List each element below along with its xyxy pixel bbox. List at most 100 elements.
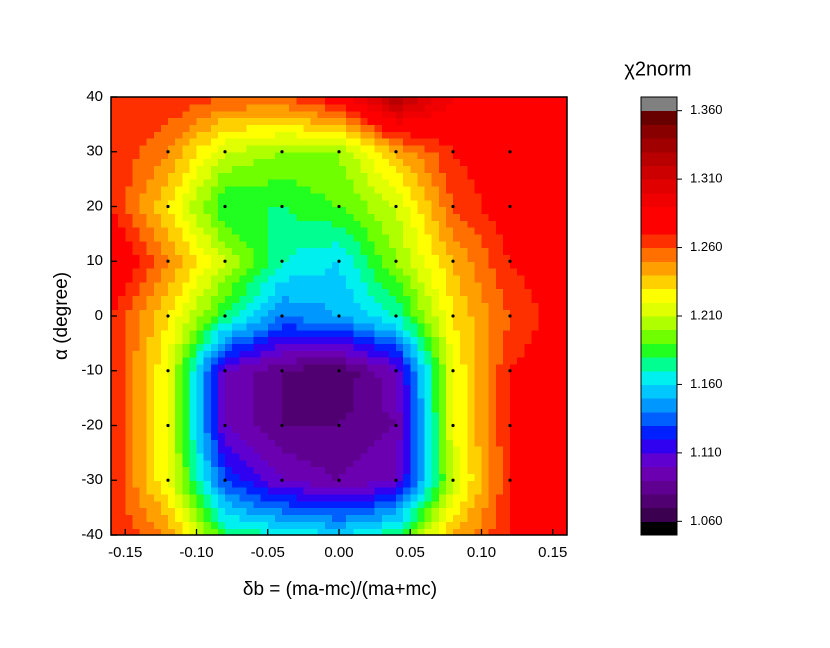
contour-cell bbox=[225, 316, 233, 324]
contour-cell bbox=[545, 172, 554, 180]
contour-cell bbox=[410, 316, 418, 324]
contour-cell bbox=[296, 131, 304, 139]
contour-cell bbox=[453, 473, 461, 481]
contour-cell bbox=[289, 391, 297, 399]
contour-cell bbox=[339, 172, 347, 180]
contour-cell bbox=[232, 97, 240, 105]
contour-cell bbox=[274, 357, 283, 365]
contour-cell bbox=[488, 247, 497, 256]
contour-cell bbox=[310, 466, 319, 475]
contour-cell bbox=[153, 179, 162, 187]
contour-cell bbox=[282, 357, 290, 365]
contour-cell bbox=[410, 350, 418, 358]
contour-cell bbox=[296, 233, 304, 242]
contour-cell bbox=[274, 493, 283, 502]
contour-cell bbox=[388, 295, 397, 303]
contour-cell bbox=[424, 418, 433, 427]
contour-cell bbox=[111, 302, 119, 310]
contour-cell bbox=[552, 288, 561, 297]
contour-cell bbox=[146, 295, 155, 303]
contour-cell bbox=[367, 227, 376, 235]
colorbar-band bbox=[641, 247, 677, 262]
contour-cell bbox=[396, 425, 404, 433]
contour-cell bbox=[139, 500, 148, 509]
contour-cell bbox=[474, 363, 483, 372]
contour-cell bbox=[168, 459, 176, 468]
contour-cell bbox=[474, 377, 483, 386]
contour-cell bbox=[524, 377, 532, 386]
contour-cell bbox=[203, 528, 212, 536]
contour-cell bbox=[410, 425, 418, 433]
contour-cell bbox=[210, 473, 219, 481]
contour-cell bbox=[274, 124, 283, 132]
contour-cell bbox=[132, 459, 141, 468]
contour-cell bbox=[246, 425, 255, 433]
contour-cell bbox=[282, 322, 290, 331]
contour-cell bbox=[531, 206, 540, 214]
contour-cell bbox=[317, 288, 326, 297]
contour-cell bbox=[189, 192, 198, 201]
contour-cell bbox=[381, 411, 390, 420]
contour-cell bbox=[495, 466, 504, 475]
contour-cell bbox=[203, 446, 212, 454]
contour-cell bbox=[367, 411, 376, 420]
contour-cell bbox=[153, 370, 162, 379]
contour-cell bbox=[182, 247, 190, 256]
contour-cell bbox=[289, 370, 297, 379]
contour-cell bbox=[111, 363, 119, 372]
contour-cell bbox=[531, 97, 540, 105]
contour-cell bbox=[510, 261, 518, 269]
contour-cell bbox=[559, 411, 568, 420]
contour-cell bbox=[502, 343, 511, 351]
contour-cell bbox=[118, 343, 126, 351]
contour-cell bbox=[445, 165, 454, 173]
contour-cell bbox=[196, 281, 205, 290]
contour-cell bbox=[146, 370, 155, 379]
contour-cell bbox=[146, 343, 155, 351]
contour-cell bbox=[324, 131, 333, 139]
contour-cell bbox=[303, 206, 312, 214]
contour-cell bbox=[196, 124, 205, 132]
contour-cell bbox=[210, 199, 219, 208]
contour-cell bbox=[225, 404, 233, 413]
contour-cell bbox=[374, 500, 383, 509]
contour-cell bbox=[153, 384, 162, 392]
contour-cell bbox=[296, 329, 304, 338]
contour-cell bbox=[495, 493, 504, 502]
contour-cell bbox=[339, 377, 347, 386]
contour-cell bbox=[388, 446, 397, 454]
contour-cell bbox=[552, 493, 561, 502]
contour-cell bbox=[396, 185, 404, 194]
contour-cell bbox=[374, 151, 383, 160]
contour-cell bbox=[410, 377, 418, 386]
contour-cell bbox=[153, 439, 162, 447]
contour-cell bbox=[282, 220, 290, 228]
contour-cell bbox=[146, 357, 155, 365]
contour-cell bbox=[239, 213, 247, 221]
x-tick-label: -0.10 bbox=[179, 544, 213, 561]
contour-cell bbox=[538, 254, 547, 262]
colorbar-band bbox=[641, 329, 677, 344]
contour-cell bbox=[146, 446, 155, 454]
contour-cell bbox=[160, 452, 169, 461]
contour-cell bbox=[346, 199, 354, 208]
contour-cell bbox=[559, 316, 568, 324]
contour-cell bbox=[139, 192, 148, 201]
contour-cell bbox=[239, 117, 247, 125]
contour-cell bbox=[239, 281, 247, 290]
contour-cell bbox=[246, 233, 255, 242]
colorbar-band bbox=[641, 343, 677, 358]
contour-cell bbox=[559, 473, 568, 481]
contour-cell bbox=[189, 247, 198, 256]
contour-cell bbox=[210, 233, 219, 242]
contour-cell bbox=[559, 144, 568, 153]
contour-cell bbox=[246, 322, 255, 331]
contour-cell bbox=[410, 459, 418, 468]
contour-cell bbox=[545, 165, 554, 173]
contour-cell bbox=[545, 233, 554, 242]
contour-cell bbox=[531, 151, 540, 160]
contour-cell bbox=[182, 370, 190, 379]
contour-cell bbox=[538, 295, 547, 303]
contour-cell bbox=[175, 274, 183, 283]
contour-cell bbox=[217, 514, 226, 522]
